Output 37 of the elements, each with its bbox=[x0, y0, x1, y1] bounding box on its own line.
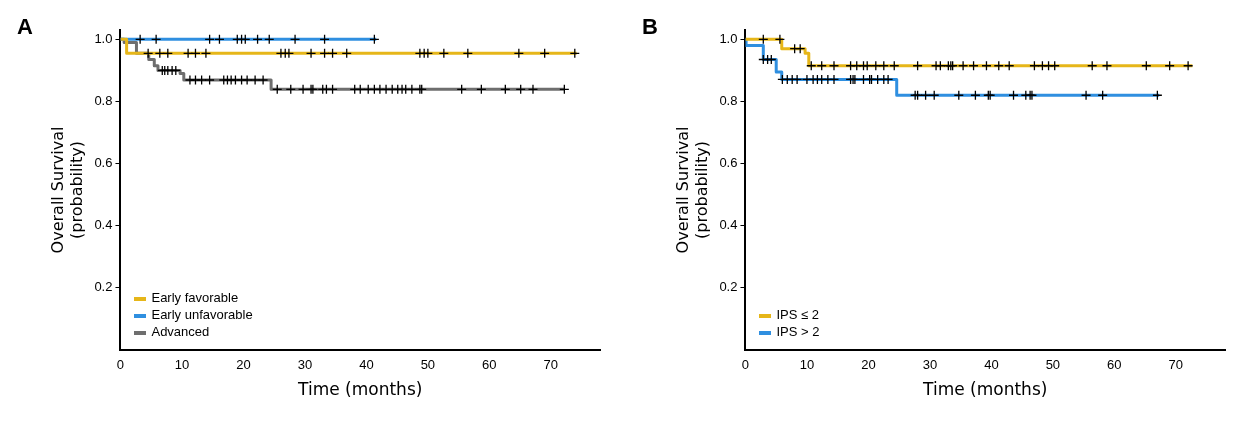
x-tick-label: 30 bbox=[922, 357, 938, 373]
y-tick-label: 1.0 bbox=[94, 30, 113, 46]
y-tick-label: 0.2 bbox=[94, 279, 113, 295]
x-tick-label: 0 bbox=[116, 357, 125, 373]
x-tick-label: 40 bbox=[359, 357, 374, 373]
x-tick-label: 20 bbox=[861, 357, 876, 373]
legend-label: IPS > 2 bbox=[776, 324, 820, 339]
y-axis-title: Overall Survival (probability) bbox=[672, 126, 711, 254]
x-tick-label: 70 bbox=[1168, 357, 1184, 373]
legend-label: IPS ≤ 2 bbox=[776, 307, 820, 322]
y-axis-title: Overall Survival (probability) bbox=[47, 126, 86, 254]
x-tick-label: 10 bbox=[174, 357, 190, 373]
y-tick-label: 0.2 bbox=[719, 279, 738, 295]
y-tick-label: 0.4 bbox=[719, 217, 738, 233]
x-axis-title: Time (months) bbox=[922, 379, 1048, 400]
y-tick-label: 0.4 bbox=[94, 217, 113, 233]
y-tick-label: 0.8 bbox=[719, 93, 738, 109]
y-tick-label: 0.8 bbox=[94, 93, 113, 109]
legend-label: Early favorable bbox=[151, 290, 239, 305]
x-tick-label: 60 bbox=[482, 357, 497, 373]
x-tick-label: 50 bbox=[420, 357, 436, 373]
y-tick-label: 0.6 bbox=[94, 155, 113, 171]
x-tick-label: 60 bbox=[1107, 357, 1122, 373]
y-tick-label: 0.6 bbox=[719, 155, 738, 171]
x-tick-label: 40 bbox=[984, 357, 999, 373]
chart-title: B bbox=[642, 14, 658, 40]
x-axis-title: Time (months) bbox=[297, 379, 423, 400]
x-tick-label: 30 bbox=[297, 357, 313, 373]
x-tick-label: 70 bbox=[543, 357, 559, 373]
chart-title: A bbox=[17, 14, 33, 40]
x-tick-label: 20 bbox=[236, 357, 251, 373]
x-tick-label: 50 bbox=[1045, 357, 1061, 373]
y-tick-label: 1.0 bbox=[719, 30, 738, 46]
x-tick-label: 10 bbox=[799, 357, 815, 373]
legend-label: Early unfavorable bbox=[151, 307, 253, 322]
x-tick-label: 0 bbox=[741, 357, 750, 373]
legend-label: Advanced bbox=[151, 324, 210, 339]
